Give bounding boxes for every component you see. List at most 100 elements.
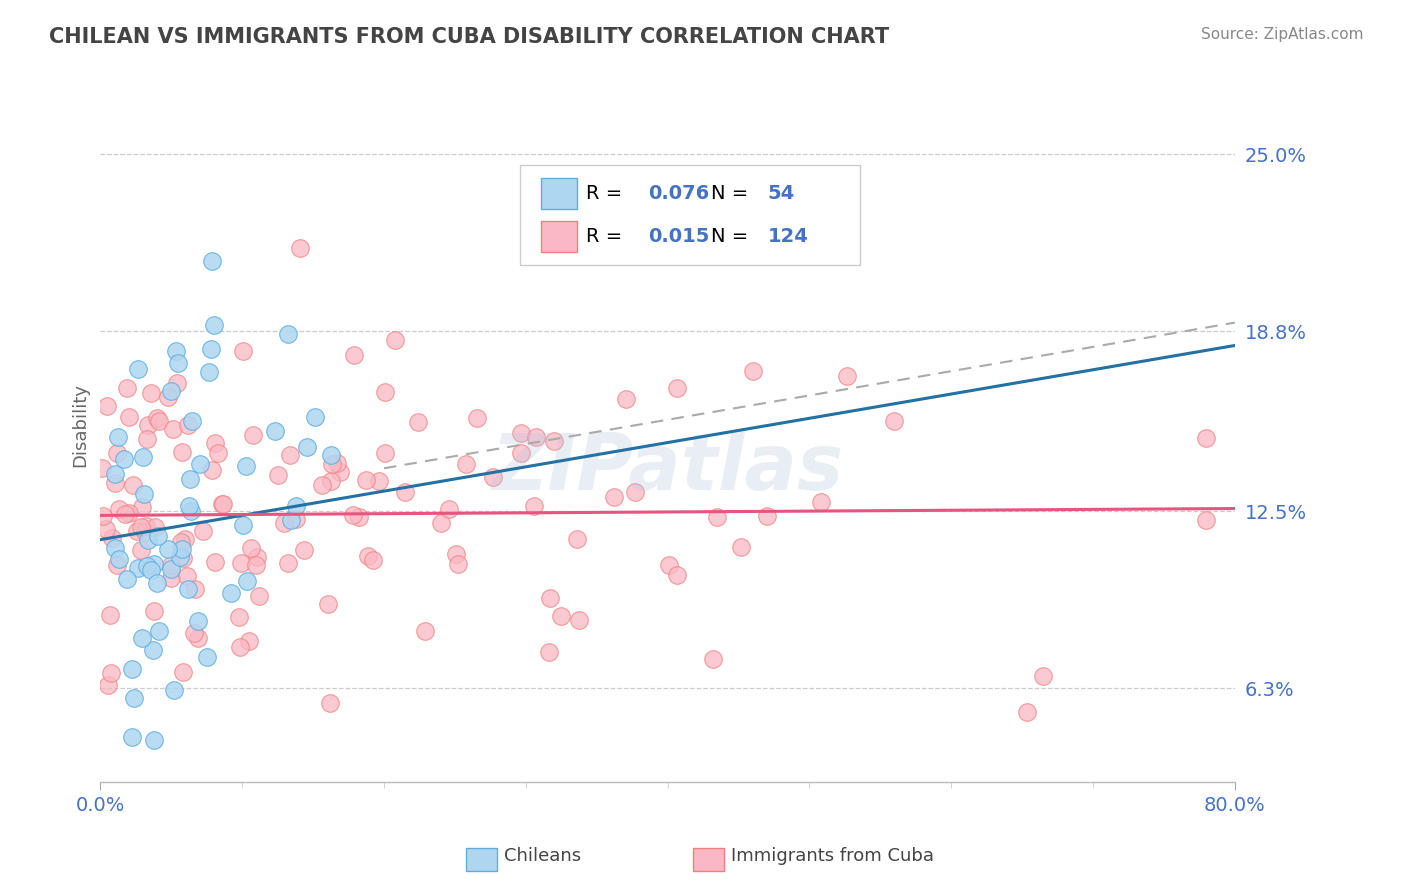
Point: [91, 508, 114, 523]
Point: [134, 524, 156, 539]
Point: [127, 561, 149, 575]
Point: [180, 504, 202, 518]
Point: [141, 385, 163, 400]
Point: [1032, 669, 1054, 683]
Point: [447, 557, 470, 571]
Point: [97, 678, 120, 692]
Point: [537, 645, 560, 659]
Point: [107, 551, 129, 566]
Point: [482, 470, 505, 484]
Point: [284, 512, 307, 526]
Point: [267, 467, 290, 482]
Text: N =: N =: [710, 184, 754, 203]
Point: [173, 532, 195, 546]
Point: [187, 614, 209, 628]
Point: [162, 422, 184, 436]
Point: [329, 466, 352, 480]
Point: [413, 624, 436, 638]
Point: [665, 568, 688, 582]
Point: [180, 414, 202, 428]
Point: [207, 445, 229, 459]
Point: [246, 549, 269, 564]
Point: [666, 381, 689, 395]
Point: [211, 497, 233, 511]
Point: [304, 409, 326, 424]
Text: CHILEAN VS IMMIGRANTS FROM CUBA DISABILITY CORRELATION CHART: CHILEAN VS IMMIGRANTS FROM CUBA DISABILI…: [49, 27, 890, 46]
Text: ZIPatlas: ZIPatlas: [492, 430, 844, 507]
Point: [730, 541, 752, 555]
Point: [127, 524, 149, 538]
Point: [132, 487, 155, 501]
Point: [1195, 513, 1218, 527]
Point: [278, 448, 301, 462]
Text: N =: N =: [710, 227, 754, 246]
Point: [810, 495, 832, 509]
Point: [160, 558, 183, 573]
Point: [614, 392, 637, 406]
Point: [321, 457, 343, 471]
Text: Immigrants from Cuba: Immigrants from Cuba: [731, 847, 935, 865]
Point: [394, 484, 416, 499]
Point: [118, 506, 141, 520]
Point: [148, 414, 170, 428]
Point: [288, 241, 311, 255]
Point: [204, 555, 226, 569]
Text: 54: 54: [768, 184, 794, 203]
Point: [454, 458, 477, 472]
Point: [136, 533, 159, 547]
Text: 0.076: 0.076: [648, 184, 710, 203]
Point: [179, 499, 201, 513]
Text: R =: R =: [586, 227, 628, 246]
Point: [229, 640, 252, 654]
Point: [706, 510, 728, 524]
Point: [200, 254, 222, 268]
Point: [142, 643, 165, 657]
Point: [277, 556, 299, 570]
Point: [143, 558, 166, 572]
Point: [169, 550, 191, 565]
Point: [228, 610, 250, 624]
Point: [1015, 706, 1038, 720]
Point: [343, 348, 366, 362]
Point: [187, 631, 209, 645]
Point: [179, 472, 201, 486]
Point: [131, 500, 153, 515]
Point: [465, 411, 488, 425]
Point: [184, 582, 207, 596]
Point: [170, 535, 193, 549]
Point: [143, 520, 166, 534]
Point: [160, 571, 183, 585]
Point: [543, 434, 565, 448]
Point: [756, 508, 779, 523]
Point: [538, 591, 561, 605]
Point: [115, 572, 138, 586]
Point: [361, 553, 384, 567]
Point: [131, 450, 153, 465]
Point: [232, 518, 254, 533]
Point: [430, 516, 453, 530]
Point: [101, 532, 124, 546]
Point: [231, 557, 253, 571]
Point: [121, 662, 143, 676]
Point: [172, 551, 194, 566]
Point: [321, 474, 343, 488]
Point: [242, 428, 264, 442]
Point: [148, 624, 170, 638]
Point: [129, 519, 152, 533]
Point: [172, 665, 194, 679]
Point: [142, 732, 165, 747]
Point: [219, 586, 242, 600]
FancyBboxPatch shape: [540, 178, 576, 209]
Point: [104, 541, 127, 555]
Point: [200, 342, 222, 356]
Point: [236, 574, 259, 588]
Point: [96, 400, 118, 414]
Point: [160, 384, 183, 398]
Text: 0.015: 0.015: [648, 227, 710, 246]
Point: [347, 509, 370, 524]
Point: [172, 542, 194, 557]
Point: [702, 652, 724, 666]
Point: [145, 410, 167, 425]
Point: [311, 478, 333, 492]
Point: [510, 445, 533, 459]
